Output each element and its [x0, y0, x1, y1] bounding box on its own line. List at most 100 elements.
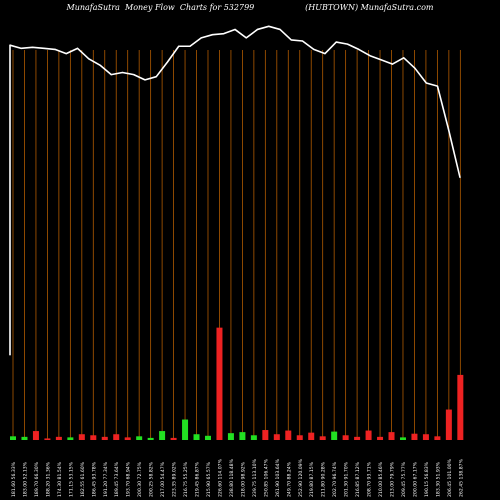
price-point: [391, 63, 394, 65]
price-point: [290, 39, 292, 41]
money-flow-bar: [136, 436, 143, 440]
price-point: [414, 67, 416, 69]
price-point: [88, 58, 90, 60]
money-flow-bar: [308, 432, 315, 440]
x-tick-label: 211.80 90.28%: [321, 461, 327, 497]
money-flow-bar: [78, 434, 85, 440]
x-tick-label: 215.90 65.57%: [206, 461, 212, 497]
x-tick-label: 209.45 75.77%: [401, 461, 407, 497]
money-flow-bar: [273, 434, 280, 440]
price-point: [256, 28, 259, 31]
x-tick-label: 262.45 138.87%: [458, 458, 464, 497]
price-point: [403, 57, 405, 59]
price-point: [189, 45, 191, 47]
money-flow-bar: [388, 432, 395, 440]
price-point: [335, 41, 337, 43]
bar-layer: [10, 327, 464, 440]
price-point: [380, 59, 382, 61]
x-tick-label: 202.70 96.74%: [332, 461, 338, 497]
x-tick-label: 191.20 77.34%: [103, 461, 109, 497]
money-flow-bar: [250, 435, 257, 440]
price-point: [43, 47, 45, 49]
price-point: [313, 48, 315, 51]
x-tick-label: 223.35 89.02%: [172, 461, 178, 497]
x-tick-label: 182.55 61.60%: [80, 461, 86, 497]
line-layer: [9, 25, 461, 356]
price-point: [9, 44, 11, 46]
money-flow-bar: [21, 436, 28, 440]
x-tick-label: 183.00 52.13%: [22, 461, 28, 497]
money-flow-bar: [10, 436, 16, 440]
x-tick-label: 171.15 53.15%: [68, 461, 74, 497]
money-flow-bar: [55, 436, 62, 440]
price-point: [279, 28, 281, 31]
x-tick-label: 201.30 91.70%: [344, 461, 350, 497]
x-tick-label: 216.75 55.25%: [183, 461, 189, 497]
x-tick-label: 213.00 79.79%: [390, 461, 396, 497]
money-flow-bar: [399, 437, 406, 440]
x-tick-label: 238.80 118.48%: [229, 458, 235, 497]
chart-title: MunafaSutra Money Flow Charts for 532799…: [66, 3, 434, 12]
price-point: [155, 76, 157, 78]
money-flow-bar: [434, 436, 441, 440]
money-flow-bar: [216, 327, 223, 440]
x-tick-label: 174.30 81.54%: [57, 461, 63, 497]
money-flow-bar: [331, 431, 338, 440]
x-tick-label: 218.00 98.92%: [240, 461, 246, 497]
price-point: [178, 45, 180, 47]
x-tick-label: 250.85 106.47%: [263, 458, 269, 497]
money-flow-bar: [204, 435, 211, 440]
money-flow-bar: [67, 437, 74, 440]
money-flow-bar: [285, 430, 292, 440]
price-point: [54, 48, 56, 51]
x-tick-label: 216.85 87.12%: [355, 461, 361, 497]
money-flow-bar: [159, 431, 166, 440]
x-tick-label: 219.45 86.87%: [195, 461, 201, 497]
price-point: [425, 82, 427, 84]
money-flow-bar: [411, 433, 418, 440]
x-tick-label: 181.60 56.33%: [11, 461, 17, 497]
money-flow-bar: [101, 436, 108, 440]
x-tick-label: 239.75 113.10%: [252, 458, 258, 497]
price-point: [324, 53, 326, 55]
x-tick-label: 252.90 120.09%: [298, 458, 304, 497]
price-point: [436, 85, 439, 87]
price-point: [166, 61, 169, 63]
price-point: [76, 47, 79, 49]
price-point: [110, 74, 112, 76]
x-tick-label: 226.60 114.07%: [217, 458, 223, 497]
money-flow-bar: [354, 436, 361, 440]
price-point: [20, 47, 22, 49]
money-flow-bar: [182, 419, 189, 440]
price-point: [358, 48, 360, 51]
price-point: [211, 34, 214, 36]
x-tick-label: 210.00 85.46%: [378, 461, 384, 497]
x-tick-label: 249.70 88.24%: [286, 461, 292, 497]
x-tick-label: 190.15 56.83%: [424, 461, 430, 497]
x-tick-label: 200.30 72.75%: [137, 461, 143, 497]
money-flow-bar: [445, 409, 452, 440]
price-point: [245, 37, 247, 39]
label-layer: 181.60 56.33% 183.00 52.13% 189.70 66.30% 1…: [11, 458, 464, 497]
x-tick-label: 193.70 68.94%: [126, 461, 132, 497]
price-point: [99, 64, 101, 66]
money-flow-bar: [262, 430, 269, 440]
money-flow-bar: [44, 438, 51, 440]
price-point: [369, 55, 371, 57]
money-flow-bar: [124, 437, 131, 440]
price-point: [65, 53, 67, 55]
x-tick-label: 200.25 58.82%: [149, 461, 155, 497]
price-line: [9, 25, 461, 355]
money-flow-bar: [457, 374, 464, 440]
price-point: [144, 79, 146, 81]
money-flow-bar: [147, 437, 154, 440]
x-tick-label: 208.70 93.71%: [367, 461, 373, 497]
price-point: [301, 40, 304, 42]
x-tick-label: 261.90 103.64%: [275, 458, 281, 497]
money-flow-bar: [377, 436, 384, 440]
money-flow-bar: [296, 435, 303, 440]
money-flow-bar: [90, 435, 97, 440]
money-flow-bar: [227, 433, 234, 440]
money-flow-bar: [365, 430, 372, 440]
money-flow-bar: [113, 434, 120, 440]
